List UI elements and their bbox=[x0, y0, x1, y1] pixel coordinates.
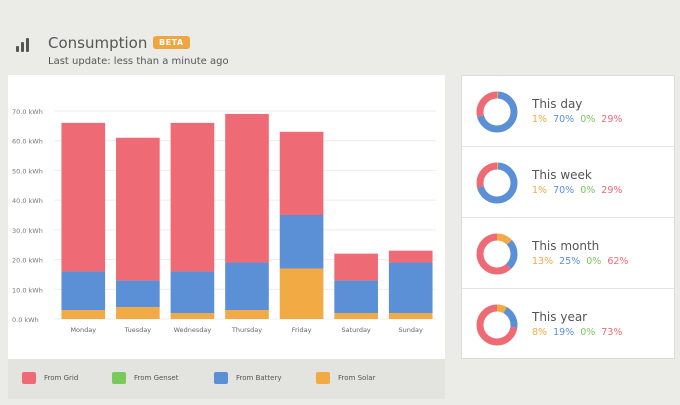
legend-item-battery[interactable]: From Battery bbox=[214, 372, 281, 384]
donut-chart bbox=[476, 304, 518, 346]
donut-slice-battery bbox=[476, 91, 518, 133]
genset-percent: 0% bbox=[586, 256, 602, 267]
x-tick-label: Tuesday bbox=[124, 326, 152, 334]
summary-values: 13% 25% 0% 62% bbox=[532, 256, 634, 267]
x-tick-label: Friday bbox=[292, 326, 312, 334]
donut-chart bbox=[476, 91, 518, 133]
bar-segment-solar bbox=[61, 310, 106, 319]
bar-segment-grid bbox=[225, 113, 269, 263]
grid-percent: 29% bbox=[601, 114, 623, 125]
bar-segment-grid bbox=[279, 131, 324, 215]
y-tick-label: 50.0 kWh bbox=[12, 167, 43, 175]
page-header: Consumption BETA Last update: less than … bbox=[16, 34, 416, 74]
y-tick-label: 0.0 kWh bbox=[12, 316, 39, 324]
summary-card-week[interactable]: This week 1% 70% 0% 29% bbox=[462, 147, 674, 218]
x-tick-label: Thursday bbox=[231, 326, 262, 334]
legend-swatch-grid bbox=[22, 372, 36, 384]
battery-percent: 70% bbox=[553, 185, 575, 196]
bar-segment-battery bbox=[388, 262, 433, 314]
x-tick-label: Monday bbox=[70, 326, 96, 334]
grid-percent: 73% bbox=[601, 327, 623, 338]
bar-segment-grid bbox=[334, 253, 378, 281]
summary-values: 8% 19% 0% 73% bbox=[532, 327, 628, 338]
legend-swatch-battery bbox=[214, 372, 228, 384]
summary-card-year[interactable]: This year 8% 19% 0% 73% bbox=[462, 289, 674, 359]
grid-percent: 62% bbox=[607, 256, 629, 267]
bar-segment-solar bbox=[334, 313, 378, 319]
donut-slice-battery bbox=[476, 233, 518, 275]
y-tick-label: 20.0 kWh bbox=[12, 257, 43, 265]
bar-segment-battery bbox=[225, 262, 269, 311]
summary-title: This day bbox=[532, 97, 583, 111]
battery-percent: 25% bbox=[559, 256, 581, 267]
legend-item-grid[interactable]: From Grid bbox=[22, 372, 78, 384]
donut-slice-grid bbox=[476, 91, 518, 133]
battery-percent: 19% bbox=[553, 327, 575, 338]
bar-segment-solar bbox=[279, 268, 324, 319]
bar-segment-solar bbox=[225, 310, 269, 319]
beta-badge: BETA bbox=[153, 36, 190, 49]
page-title: Consumption bbox=[48, 34, 148, 52]
bar-segment-grid bbox=[170, 122, 215, 272]
y-tick-label: 10.0 kWh bbox=[12, 286, 43, 294]
consumption-chart-card: 0.0 kWh 10.0 kWh 20.0 kWh 30.0 kWh 40.0 kWh 5… bbox=[8, 75, 445, 359]
y-tick-label: 40.0 kWh bbox=[12, 197, 43, 205]
genset-percent: 0% bbox=[580, 327, 596, 338]
legend-item-genset[interactable]: From Genset bbox=[112, 372, 178, 384]
genset-percent: 0% bbox=[580, 185, 596, 196]
y-tick-label: 70.0 kWh bbox=[12, 108, 43, 116]
legend-swatch-solar bbox=[316, 372, 330, 384]
bar-segment-battery bbox=[116, 280, 160, 308]
summary-title: This year bbox=[532, 310, 588, 324]
bar-segment-battery bbox=[61, 271, 106, 311]
summary-values: 1% 70% 0% 29% bbox=[532, 185, 628, 196]
bar-segment-solar bbox=[116, 307, 160, 319]
solar-percent: 13% bbox=[532, 256, 554, 267]
chart-legend: From Grid From Genset From Battery From … bbox=[8, 359, 445, 399]
legend-label: From Battery bbox=[236, 374, 282, 382]
genset-percent: 0% bbox=[580, 114, 596, 125]
x-tick-label: Saturday bbox=[341, 326, 370, 334]
bar-segment-solar bbox=[170, 313, 215, 319]
legend-label: From Solar bbox=[338, 374, 376, 382]
bar-segment-battery bbox=[334, 280, 378, 314]
donut-chart bbox=[476, 233, 518, 275]
consumption-bar-chart: 0.0 kWh 10.0 kWh 20.0 kWh 30.0 kWh 40.0 kWh 5… bbox=[12, 108, 436, 334]
solar-percent: 1% bbox=[532, 185, 548, 196]
bar-segment-grid bbox=[61, 122, 106, 272]
summary-title: This month bbox=[532, 239, 600, 253]
last-update-text: Last update: less than a minute ago bbox=[48, 56, 229, 67]
grid-percent: 29% bbox=[601, 185, 623, 196]
legend-swatch-genset bbox=[112, 372, 126, 384]
signal-bars-icon bbox=[16, 38, 34, 52]
battery-percent: 70% bbox=[553, 114, 575, 125]
summary-title: This week bbox=[532, 168, 592, 182]
bar-segment-battery bbox=[279, 215, 324, 269]
bar-segment-grid bbox=[116, 137, 160, 281]
donut-slice-grid bbox=[476, 304, 518, 346]
bar-segment-solar bbox=[388, 313, 433, 319]
donut-chart bbox=[476, 162, 518, 204]
bar-segment-battery bbox=[170, 271, 215, 314]
bar-segment-grid bbox=[388, 250, 433, 263]
solar-percent: 1% bbox=[532, 114, 548, 125]
x-tick-label: Sunday bbox=[399, 326, 423, 334]
summary-values: 1% 70% 0% 29% bbox=[532, 114, 628, 125]
donut-slice-grid bbox=[476, 162, 518, 204]
legend-label: From Genset bbox=[134, 374, 179, 382]
legend-label: From Grid bbox=[44, 374, 79, 382]
legend-item-solar[interactable]: From Solar bbox=[316, 372, 375, 384]
summary-panel: This day 1% 70% 0% 29% This week 1% 70% 0% 29%… bbox=[461, 75, 675, 359]
summary-card-month[interactable]: This month 13% 25% 0% 62% bbox=[462, 218, 674, 289]
donut-slice-battery bbox=[476, 162, 518, 204]
y-tick-label: 30.0 kWh bbox=[12, 227, 43, 235]
solar-percent: 8% bbox=[532, 327, 548, 338]
x-tick-label: Wednesday bbox=[174, 326, 212, 334]
donut-slice-battery bbox=[476, 304, 518, 346]
summary-card-day[interactable]: This day 1% 70% 0% 29% bbox=[462, 76, 674, 147]
y-tick-label: 60.0 kWh bbox=[12, 138, 43, 146]
donut-slice-grid bbox=[476, 233, 518, 275]
